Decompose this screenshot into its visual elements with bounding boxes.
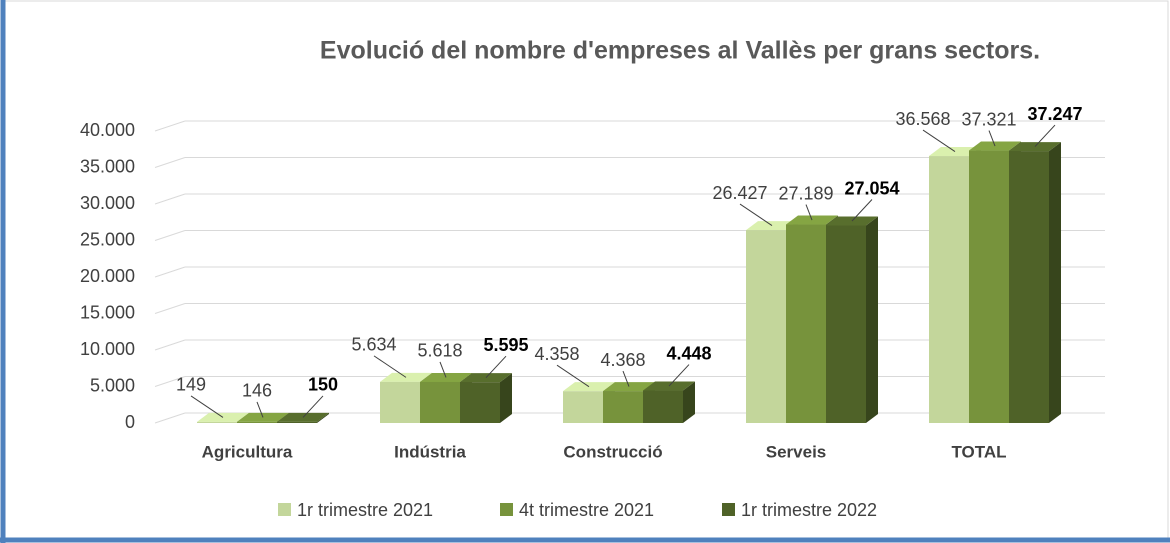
grid-line bbox=[154, 303, 186, 314]
bar bbox=[1009, 151, 1049, 423]
bar bbox=[420, 381, 460, 423]
bar bbox=[969, 150, 1009, 423]
legend-swatch bbox=[278, 503, 291, 516]
data-label: 4.358 bbox=[534, 344, 579, 364]
bar bbox=[197, 421, 237, 423]
x-tick-label: Construcció bbox=[563, 442, 662, 461]
leader-line bbox=[988, 130, 996, 147]
y-tick-label: 20.000 bbox=[80, 266, 135, 286]
bar-side bbox=[683, 381, 695, 423]
grid-line bbox=[154, 339, 186, 351]
leader-line bbox=[1034, 124, 1056, 147]
y-tick-label: 5.000 bbox=[90, 375, 135, 395]
legend-label: 1r trimestre 2021 bbox=[297, 500, 433, 520]
bar-side bbox=[866, 216, 878, 423]
bar-side bbox=[1049, 142, 1061, 423]
y-tick-label: 15.000 bbox=[80, 302, 135, 322]
grid-line bbox=[154, 266, 186, 278]
data-label: 5.634 bbox=[351, 335, 396, 355]
legend-swatch bbox=[500, 503, 513, 516]
grid-line bbox=[154, 157, 186, 168]
grid-line bbox=[154, 376, 186, 387]
x-tick-label: TOTAL bbox=[951, 442, 1006, 461]
leader-line bbox=[302, 395, 324, 418]
bar-side bbox=[317, 412, 329, 423]
bar bbox=[380, 381, 420, 423]
legend-swatch bbox=[722, 503, 735, 516]
legend-label: 4t trimestre 2021 bbox=[519, 500, 654, 520]
bar-side bbox=[500, 373, 512, 423]
data-label: 37.321 bbox=[961, 109, 1016, 129]
x-tick-label: Agricultura bbox=[202, 442, 293, 461]
chart-title: Evolució del nombre d'empreses al Vallès… bbox=[320, 37, 1040, 65]
leader-line bbox=[805, 204, 813, 221]
grid-line bbox=[154, 412, 186, 424]
bar bbox=[237, 421, 277, 423]
leader-line bbox=[485, 355, 507, 378]
bar bbox=[277, 421, 317, 423]
data-label: 5.618 bbox=[417, 341, 462, 361]
x-tick-label: Serveis bbox=[766, 442, 827, 461]
grid-line bbox=[154, 120, 186, 132]
y-tick-label: 25.000 bbox=[80, 229, 135, 249]
y-tick-label: 10.000 bbox=[80, 339, 135, 359]
leader-line bbox=[373, 355, 407, 378]
data-label: 27.054 bbox=[844, 178, 899, 198]
bar bbox=[786, 224, 826, 423]
grid-line bbox=[154, 193, 186, 205]
leader-line bbox=[622, 370, 630, 387]
leader-line bbox=[556, 364, 590, 388]
data-label: 4.368 bbox=[600, 350, 645, 370]
leader-line bbox=[739, 203, 773, 226]
legend-label: 1r trimestre 2022 bbox=[741, 500, 877, 520]
y-tick-label: 30.000 bbox=[80, 193, 135, 213]
y-tick-label: 35.000 bbox=[80, 156, 135, 176]
data-label: 5.595 bbox=[483, 335, 528, 355]
leader-line bbox=[256, 401, 264, 418]
bar bbox=[643, 390, 683, 423]
data-label: 146 bbox=[242, 381, 272, 401]
bar bbox=[460, 382, 500, 423]
leader-line bbox=[922, 129, 956, 152]
x-tick-label: Indústria bbox=[394, 442, 466, 461]
y-tick-label: 0 bbox=[125, 412, 135, 432]
data-label: 27.189 bbox=[778, 183, 833, 203]
data-label: 37.247 bbox=[1027, 104, 1082, 124]
data-label: 4.448 bbox=[666, 343, 711, 363]
bar bbox=[563, 391, 603, 423]
data-label: 26.427 bbox=[712, 183, 767, 203]
bar bbox=[826, 225, 866, 423]
data-label: 150 bbox=[308, 375, 338, 395]
leader-line bbox=[439, 361, 447, 378]
data-label: 36.568 bbox=[895, 109, 950, 129]
leader-line bbox=[668, 364, 690, 387]
bar bbox=[603, 391, 643, 423]
leader-line bbox=[851, 199, 873, 222]
leader-line bbox=[190, 395, 224, 418]
bar bbox=[746, 230, 786, 423]
grid-line bbox=[154, 230, 186, 241]
bar bbox=[929, 156, 969, 424]
y-tick-label: 40.000 bbox=[80, 120, 135, 140]
data-label: 149 bbox=[176, 375, 206, 395]
